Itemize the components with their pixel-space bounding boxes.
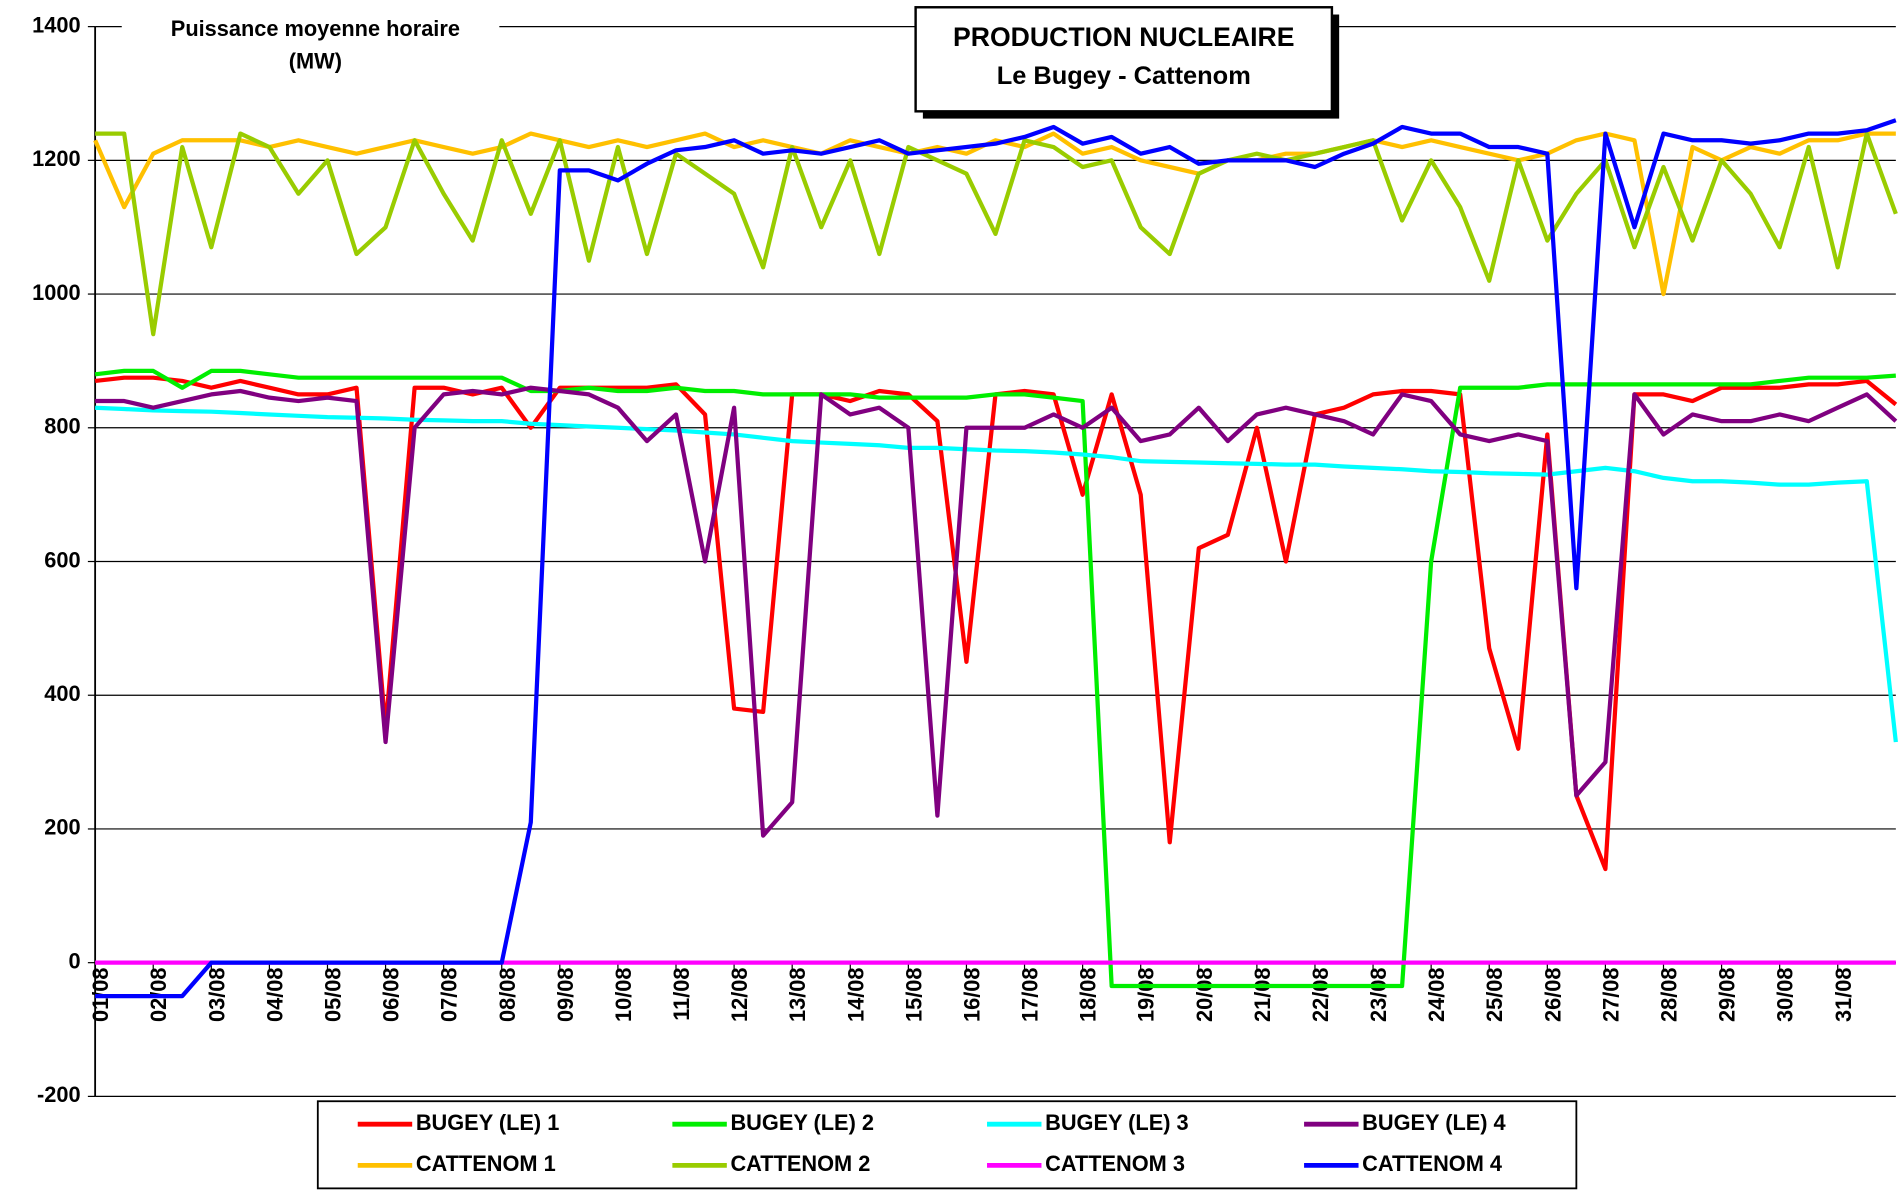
y-tick-label: 400 bbox=[44, 681, 80, 706]
x-tick-label: 08/08 bbox=[495, 968, 520, 1022]
legend: BUGEY (LE) 1 BUGEY (LE) 2 BUGEY (LE) 3 BUGE… bbox=[357, 1110, 1506, 1176]
x-tick-label: 05/08 bbox=[320, 968, 345, 1022]
x-tick-label: 30/08 bbox=[1773, 968, 1798, 1022]
y-tick-label: 0 bbox=[69, 948, 81, 973]
y-tick-label: 1400 bbox=[32, 12, 80, 37]
title-box bbox=[914, 6, 1334, 113]
x-tick-label: 23/08 bbox=[1366, 968, 1391, 1022]
x-tick-label: 06/08 bbox=[379, 968, 404, 1022]
y-tick-label: -200 bbox=[37, 1082, 81, 1107]
x-tick-label: 29/08 bbox=[1715, 968, 1740, 1022]
y-axis-label: Puissance moyenne horaire bbox=[171, 16, 460, 41]
y-tick-label: 1000 bbox=[32, 280, 80, 305]
legend-label: BUGEY (LE) 2 bbox=[730, 1110, 874, 1135]
series-line bbox=[94, 368, 1896, 989]
chart-subtitle: Le Bugey - Cattenom bbox=[997, 62, 1251, 90]
x-tick-label: 17/08 bbox=[1018, 968, 1043, 1022]
x-tick-label: 16/08 bbox=[959, 968, 984, 1022]
series-line bbox=[95, 385, 1898, 838]
x-tick-label: 14/08 bbox=[843, 968, 868, 1022]
x-tick-label: 22/08 bbox=[1308, 968, 1333, 1022]
series-line bbox=[95, 131, 1898, 337]
x-tick-label: 03/08 bbox=[204, 968, 229, 1022]
x-tick-label: 25/08 bbox=[1482, 968, 1507, 1022]
x-tick-label: 04/08 bbox=[262, 968, 287, 1022]
x-tick-label: 20/08 bbox=[1192, 968, 1217, 1022]
chart-title: PRODUCTION NUCLEAIRE bbox=[953, 22, 1295, 52]
legend-label: BUGEY (LE) 1 bbox=[416, 1110, 560, 1135]
x-tick-label: 31/08 bbox=[1831, 968, 1856, 1022]
y-tick-label: 200 bbox=[44, 815, 80, 840]
y-tick-label: 1200 bbox=[32, 146, 80, 171]
y-tick-label: 800 bbox=[44, 414, 80, 439]
x-tick-label: 07/08 bbox=[437, 968, 462, 1022]
x-tick-label: 12/08 bbox=[727, 968, 752, 1022]
x-tick-label: 19/08 bbox=[1134, 968, 1159, 1022]
legend-label: CATTENOM 1 bbox=[416, 1151, 556, 1176]
plot-lines bbox=[93, 118, 1898, 999]
series-line bbox=[93, 131, 1896, 297]
x-tick-label: 13/08 bbox=[785, 968, 810, 1022]
x-tick-label: 18/08 bbox=[1076, 968, 1101, 1022]
x-tick-label: 09/08 bbox=[553, 968, 578, 1022]
x-tick-label: 11/08 bbox=[669, 968, 694, 1021]
y-tick-label: 600 bbox=[44, 547, 80, 572]
legend-label: CATTENOM 3 bbox=[1045, 1151, 1185, 1176]
series-line bbox=[95, 118, 1897, 999]
legend-label: CATTENOM 4 bbox=[1362, 1151, 1502, 1176]
x-tick-label: 24/08 bbox=[1424, 968, 1449, 1022]
y-label-bg bbox=[121, 12, 500, 68]
legend-box bbox=[316, 1100, 1578, 1190]
series-line bbox=[95, 405, 1898, 743]
x-tick-label: 27/08 bbox=[1598, 968, 1623, 1022]
x-tick-label: 10/08 bbox=[611, 968, 636, 1022]
x-tick-label: 26/08 bbox=[1540, 968, 1565, 1022]
x-tick-label: 15/08 bbox=[901, 968, 926, 1022]
legend-label: BUGEY (LE) 4 bbox=[1362, 1110, 1506, 1135]
x-tick-label: 21/08 bbox=[1250, 968, 1275, 1022]
legend-label: BUGEY (LE) 3 bbox=[1045, 1110, 1189, 1135]
legend-label: CATTENOM 2 bbox=[730, 1151, 870, 1176]
y-axis-label: (MW) bbox=[289, 49, 342, 74]
x-tick-label: 28/08 bbox=[1657, 968, 1682, 1022]
